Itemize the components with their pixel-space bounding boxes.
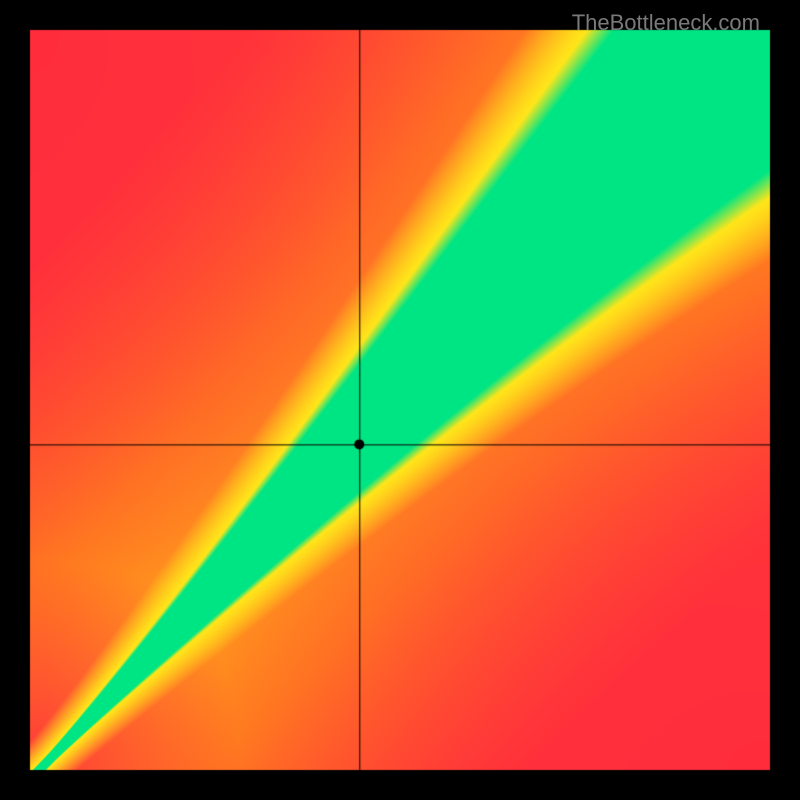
attribution-text: TheBottleneck.com xyxy=(572,10,760,36)
chart-container: TheBottleneck.com xyxy=(0,0,800,800)
bottleneck-heatmap xyxy=(0,0,800,800)
